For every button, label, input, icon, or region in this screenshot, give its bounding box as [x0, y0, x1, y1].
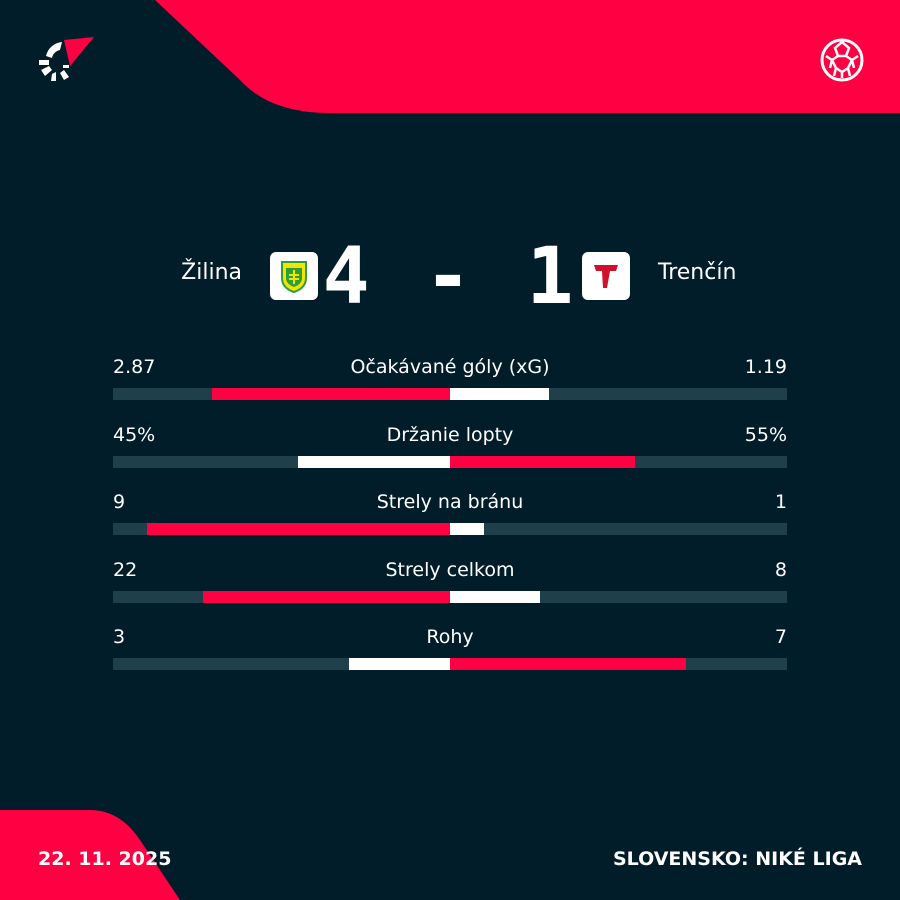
stat-label: Strely celkom — [385, 558, 515, 581]
stat-row: 3 Rohy 7 — [113, 626, 787, 670]
away-score: 1 — [526, 232, 578, 322]
stat-bar-home — [146, 523, 450, 535]
flashscore-logo-icon — [39, 37, 94, 81]
stat-row: 2.87 Očakávané góly (xG) 1.19 — [113, 356, 787, 400]
score-separator: - — [424, 232, 476, 322]
stat-bar-away — [450, 388, 549, 400]
stat-label: Strely na bránu — [376, 491, 524, 513]
header-accent-shape — [155, 0, 900, 113]
stat-bar-track — [113, 658, 787, 670]
stat-away-value: 8 — [774, 558, 787, 581]
stat-row: 9 Strely na bránu 1 — [113, 491, 787, 535]
stat-home-value: 2.87 — [113, 356, 156, 378]
home-team-crest — [270, 252, 318, 300]
stat-row: 45% Držanie lopty 55% — [113, 424, 787, 468]
stat-bar-away — [450, 590, 540, 603]
home-team-name: Žilina — [181, 260, 242, 285]
stat-label: Držanie lopty — [386, 423, 514, 446]
stat-away-value: 1 — [774, 491, 787, 513]
stat-label: Očakávané góly (xG) — [350, 356, 550, 378]
stat-bar-track — [113, 388, 787, 400]
league-name: SLOVENSKO: NIKÉ LIGA — [612, 848, 862, 870]
stat-bar-home — [298, 455, 450, 468]
stat-bar-track — [113, 523, 787, 535]
stat-home-value: 9 — [113, 491, 126, 513]
stat-home-value: 3 — [113, 626, 126, 648]
stat-row: 22 Strely celkom 8 — [113, 559, 787, 603]
zilina-crest-icon — [281, 261, 307, 294]
away-team-crest — [582, 252, 630, 300]
stat-bar-away — [450, 455, 636, 468]
stat-bar-home — [211, 388, 450, 400]
trencin-crest-icon — [594, 265, 618, 288]
footer-accent-shape — [0, 810, 180, 900]
stat-home-value: 22 — [113, 558, 138, 581]
stat-bar-home — [202, 590, 450, 603]
score: 4 - 1 — [300, 232, 600, 322]
stat-label: Rohy — [426, 626, 474, 648]
stat-away-value: 55% — [744, 423, 787, 446]
away-team-name: Trenčín — [658, 260, 737, 285]
match-date: 22. 11. 2025 — [38, 848, 172, 870]
stat-home-value: 45% — [113, 423, 156, 446]
home-score: 4 — [322, 232, 374, 322]
stat-bar-track — [113, 590, 787, 603]
stat-bar-away — [450, 658, 686, 670]
stat-bar-track — [113, 455, 787, 468]
stat-bar-home — [348, 658, 450, 670]
stat-away-value: 1.19 — [744, 356, 787, 378]
football-icon — [820, 38, 864, 82]
stat-bar-away — [450, 523, 484, 535]
stat-away-value: 7 — [774, 626, 787, 648]
